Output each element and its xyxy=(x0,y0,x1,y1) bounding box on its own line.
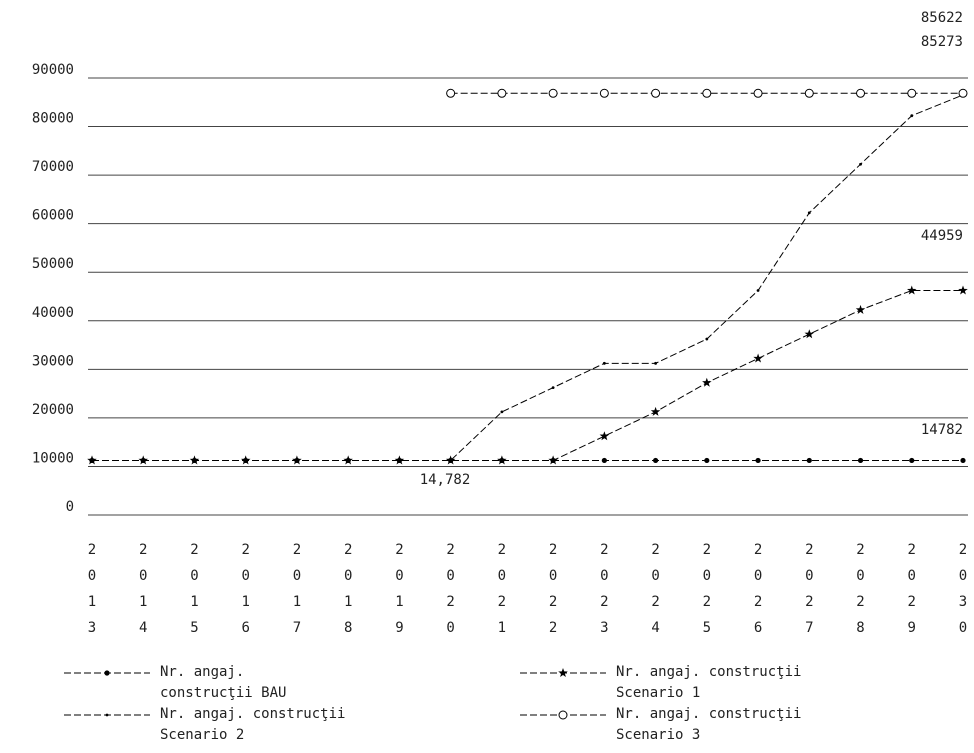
legend-marker xyxy=(105,713,109,717)
legend-label: Nr. angaj. construcţii Scenario 1 xyxy=(616,664,802,701)
marker xyxy=(702,377,712,387)
annotation: 85273 xyxy=(921,34,963,50)
marker xyxy=(599,88,609,98)
marker xyxy=(753,353,763,363)
y-tick-label: 10000 xyxy=(32,450,74,466)
legend-label: Nr. angaj. construcţii Scenario 3 xyxy=(616,706,802,743)
marker xyxy=(804,329,814,339)
x-tick-label: 2015 xyxy=(186,542,202,640)
marker xyxy=(756,289,760,292)
marker xyxy=(704,457,710,464)
x-tick-label: 2025 xyxy=(699,542,715,640)
legend-marker xyxy=(104,670,110,676)
y-tick-label: 90000 xyxy=(32,62,74,78)
marker xyxy=(755,457,761,464)
legend-item: Nr. angaj. construcţii Scenario 2 xyxy=(64,704,400,746)
x-tick-label: 2022 xyxy=(545,542,561,640)
x-tick-label: 2016 xyxy=(238,542,254,640)
marker xyxy=(601,457,607,464)
marker xyxy=(602,361,606,365)
marker xyxy=(551,386,555,390)
marker xyxy=(753,88,763,98)
annotation: 14,782 xyxy=(420,472,471,488)
x-tick-label: 2026 xyxy=(750,542,766,640)
marker xyxy=(548,88,558,98)
marker xyxy=(855,304,866,314)
legend-swatch xyxy=(64,670,150,676)
legend-item: Nr. angaj. construcţii Scenario 1 xyxy=(520,662,856,704)
x-tick-label: 2028 xyxy=(853,542,869,640)
marker xyxy=(652,457,659,464)
marker xyxy=(807,211,811,215)
marker xyxy=(497,455,507,465)
marker xyxy=(398,459,401,462)
x-tick-label: 2030 xyxy=(955,542,971,640)
x-tick-label: 2013 xyxy=(84,542,100,640)
marker xyxy=(244,459,248,462)
marker xyxy=(907,285,917,295)
legend-swatch xyxy=(64,713,150,717)
x-tick-label: 2014 xyxy=(135,542,151,640)
y-tick-label: 60000 xyxy=(32,208,74,224)
marker xyxy=(857,457,864,464)
y-tick-label: 20000 xyxy=(32,402,74,418)
marker xyxy=(910,114,914,118)
marker xyxy=(804,88,814,98)
legend-label: Nr. angaj. construcţii BAU xyxy=(160,664,287,701)
y-tick-label: 70000 xyxy=(32,159,74,175)
marker xyxy=(856,88,866,98)
chart: 0 10000 20000 30000 40000 50000 60000 70000 8000… xyxy=(32,10,971,646)
legend-item: Nr. angaj. construcţii Scenario 3 xyxy=(520,704,856,746)
marker xyxy=(141,459,145,462)
x-tick-label: 2024 xyxy=(648,542,664,640)
marker xyxy=(346,459,350,462)
series-line xyxy=(92,94,964,461)
marker xyxy=(548,455,558,465)
marker xyxy=(651,88,661,98)
legend-marker xyxy=(558,710,568,720)
marker xyxy=(958,285,968,295)
marker xyxy=(654,361,657,365)
marker xyxy=(193,459,196,462)
marker xyxy=(907,88,917,98)
marker xyxy=(859,162,862,166)
x-tick-label: 2020 xyxy=(443,542,459,640)
y-tick-label: 40000 xyxy=(32,305,74,321)
marker xyxy=(806,457,812,464)
marker xyxy=(650,406,661,416)
legend-marker xyxy=(558,668,568,677)
marker xyxy=(909,457,915,464)
marker xyxy=(497,88,507,98)
legend-label: Nr. angaj. construcţii Scenario 2 xyxy=(160,706,346,743)
y-tick-label: 80000 xyxy=(32,111,74,127)
x-tick-label: 2027 xyxy=(801,542,817,640)
x-tick-label: 2017 xyxy=(289,542,305,640)
x-tick-label: 2021 xyxy=(494,542,510,640)
y-tick-label: 0 xyxy=(66,499,74,515)
x-tick-label: 2029 xyxy=(904,542,920,640)
x-tick-label: 2023 xyxy=(596,542,612,640)
marker xyxy=(449,459,453,462)
marker xyxy=(599,431,610,441)
series-line xyxy=(92,290,963,461)
marker xyxy=(500,410,504,414)
x-tick-label: 2018 xyxy=(340,542,356,640)
marker xyxy=(446,88,456,98)
annotation: 44959 xyxy=(921,228,963,244)
legend-swatch xyxy=(520,668,606,677)
marker xyxy=(90,459,94,462)
legend-item: Nr. angaj. construcţii BAU xyxy=(64,662,290,704)
legend-swatch xyxy=(520,710,606,720)
x-tick-label: 2019 xyxy=(391,542,407,640)
marker xyxy=(705,337,709,341)
annotation: 14782 xyxy=(921,422,963,438)
annotation: 85622 xyxy=(921,10,963,26)
marker xyxy=(702,88,712,98)
marker xyxy=(295,459,299,462)
y-tick-label: 50000 xyxy=(32,256,74,272)
marker xyxy=(960,457,966,464)
marker xyxy=(958,88,968,98)
y-tick-label: 30000 xyxy=(32,353,74,369)
